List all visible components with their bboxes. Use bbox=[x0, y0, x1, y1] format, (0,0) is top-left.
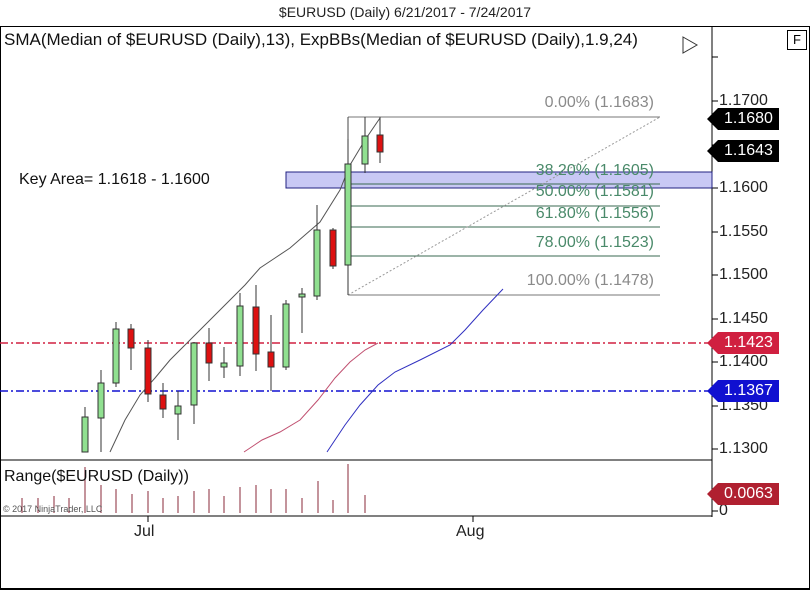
f-button[interactable]: F bbox=[787, 30, 807, 50]
indicator-label: SMA(Median of $EURUSD (Daily),13), ExpBB… bbox=[4, 30, 638, 49]
candles bbox=[81, 117, 384, 453]
fib-label-618: 61.80% (1.1556) bbox=[535, 205, 654, 222]
play-icon[interactable] bbox=[682, 36, 699, 54]
y-tick-1.1700: 1.1700 bbox=[719, 92, 768, 109]
y-axis-ticks bbox=[712, 56, 718, 512]
y-tick-1.1550: 1.1550 bbox=[719, 223, 768, 240]
range-bars bbox=[21, 464, 366, 513]
price-tag-bb: 1.1367 bbox=[707, 380, 779, 402]
y-tick-1.1500: 1.1500 bbox=[719, 266, 768, 283]
price-tag-sma: 1.1423 bbox=[707, 332, 779, 354]
x-label-jul: Jul bbox=[134, 523, 155, 540]
y-tick-range-zero: 0 bbox=[719, 502, 728, 519]
range-indicator-label: Range($EURUSD (Daily)) bbox=[4, 468, 189, 485]
fib-label-100: 100.00% (1.1478) bbox=[526, 272, 654, 289]
fib-label-0: 0.00% (1.1683) bbox=[544, 94, 654, 111]
chart-title: $EURUSD (Daily) 6/21/2017 - 7/24/2017 bbox=[278, 4, 532, 20]
y-tick-1.1600: 1.1600 bbox=[719, 179, 768, 196]
y-tick-1.1450: 1.1450 bbox=[719, 310, 768, 327]
fib-label-50: 50.00% (1.1581) bbox=[535, 183, 654, 200]
copyright-text: © 2017 NinjaTrader, LLC bbox=[3, 504, 103, 514]
fib-label-78: 78.00% (1.1523) bbox=[535, 234, 654, 251]
price-tag-range: 0.0063 bbox=[707, 483, 779, 505]
x-label-aug: Aug bbox=[456, 523, 485, 540]
price-tag-last: 1.1643 bbox=[707, 140, 779, 162]
y-tick-1.1300: 1.1300 bbox=[719, 440, 768, 457]
y-tick-1.1400: 1.1400 bbox=[719, 353, 768, 370]
fib-label-382: 38.20% (1.1605) bbox=[535, 162, 654, 179]
key-area-label: Key Area= 1.1618 - 1.1600 bbox=[19, 171, 210, 188]
price-tag-high: 1.1680 bbox=[707, 108, 779, 130]
